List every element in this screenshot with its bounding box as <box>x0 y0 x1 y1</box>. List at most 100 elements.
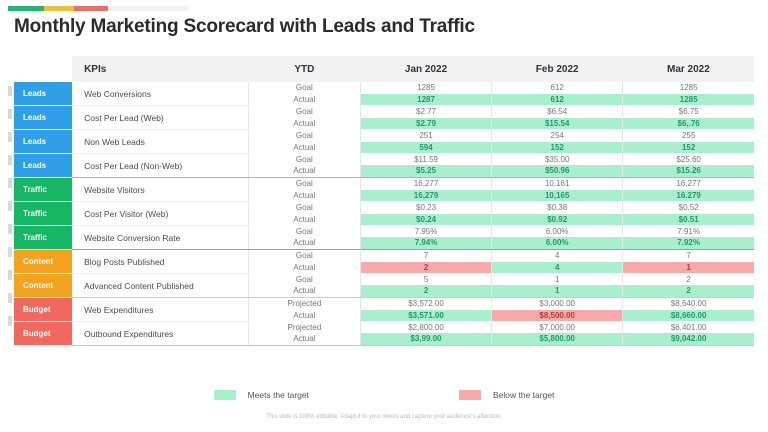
goal-value: 10,161 <box>544 179 570 189</box>
goal-value: 5 <box>423 274 429 284</box>
row-category-cell: Leads <box>14 82 73 106</box>
actual-value: 612 <box>492 93 623 106</box>
goal-value: $2.77 <box>416 107 437 116</box>
category-badge-leads[interactable]: Leads <box>14 154 73 177</box>
goal-value: 7 <box>423 251 429 261</box>
category-badge-leads[interactable]: Leads <box>14 82 73 105</box>
goal-label: Projected <box>287 322 322 332</box>
actual-label: Actual <box>293 190 316 200</box>
actual-value: $3,571.00 <box>360 309 492 322</box>
value-cell-mar: 7.91% 7.92% <box>622 225 754 250</box>
actual-value: $0.24 <box>360 213 492 225</box>
value-cell-feb: $7,000.00 $5,800.00 <box>491 321 624 346</box>
accent-segment-yellow <box>44 6 74 11</box>
actual-value: 4 <box>492 261 623 274</box>
column-header-mar: Mar 2022 <box>622 56 754 82</box>
actual-value: 2 <box>360 285 492 297</box>
legend-label: Below the target <box>492 390 555 400</box>
category-badge-leads[interactable]: Leads <box>14 130 73 153</box>
gutter-tick <box>8 201 12 211</box>
category-badge-budget[interactable]: Budget <box>14 322 73 345</box>
category-badge-traffic[interactable]: Traffic <box>14 178 73 201</box>
kpi-name-cell: Outbound Expenditures <box>72 321 249 346</box>
category-badge-budget[interactable]: Budget <box>14 298 73 321</box>
ytd-labels-cell: Goal Actual <box>248 82 361 106</box>
table-row: Traffic Website Conversion Rate Goal Actual… <box>14 225 754 250</box>
category-badge-content[interactable]: Content <box>14 274 73 297</box>
value-cell-feb: $35.00 $50.96 <box>491 153 624 178</box>
actual-value: $0.51 <box>623 213 754 225</box>
table-row: Leads Cost Per Lead (Web) Goal Actual $2.77 $… <box>14 105 754 130</box>
value-cell-mar: $8,640.00 $8,660.00 <box>622 297 754 322</box>
goal-value: $25.60 <box>676 154 701 164</box>
goal-label: Goal <box>295 251 313 261</box>
table-header: KPIs YTD Jan 2022 Feb 2022 Mar 2022 <box>14 56 754 82</box>
table-row: Budget Outbound Expenditures Projected Actu… <box>14 321 754 346</box>
actual-value: $8,500.00 <box>492 309 623 322</box>
kpi-name-cell: Cost Per Lead (Non-Web) <box>72 153 249 178</box>
goal-label: Goal <box>295 107 313 116</box>
ytd-labels-cell: Goal Actual <box>248 153 361 178</box>
actual-label: Actual <box>293 310 316 320</box>
category-badge-leads[interactable]: Leads <box>14 106 73 129</box>
category-badge-traffic[interactable]: Traffic <box>14 202 73 225</box>
actual-label: Actual <box>293 94 316 104</box>
actual-label: Actual <box>293 214 316 224</box>
table-row: Content Blog Posts Published Goal Actual 7 2 4… <box>14 249 754 274</box>
value-cell-feb: $0.38 $0.92 <box>491 201 624 226</box>
legend-swatch <box>458 390 481 400</box>
category-badge-content[interactable]: Content <box>14 250 73 273</box>
actual-value: 1287 <box>360 93 492 106</box>
value-cell-mar: 255 152 <box>622 129 754 154</box>
value-cell-mar: $6.75 $6,.76 <box>622 105 754 130</box>
actual-value: $0.92 <box>492 213 623 225</box>
actual-value: $8,660.00 <box>623 309 754 322</box>
goal-label: Goal <box>295 226 313 236</box>
row-category-cell: Traffic <box>14 177 73 202</box>
legend-swatch <box>213 390 236 400</box>
goal-label: Goal <box>295 274 313 284</box>
gutter-tick <box>8 247 12 257</box>
value-cell-jan: 251 594 <box>360 129 493 154</box>
ytd-labels-cell: Goal Actual <box>248 249 361 274</box>
ytd-labels-cell: Goal Actual <box>248 177 361 202</box>
value-cell-feb: $6.54 $15.54 <box>491 105 624 130</box>
goal-label: Goal <box>295 203 313 212</box>
category-badge-traffic[interactable]: Traffic <box>14 226 73 249</box>
goal-value: 1285 <box>417 83 435 93</box>
actual-value: $50.96 <box>492 165 623 177</box>
kpi-name-cell: Advanced Content Published <box>72 273 249 298</box>
row-gutter-marks <box>8 86 12 339</box>
value-cell-jan: 7.95% 7.94% <box>360 225 493 250</box>
row-category-cell: Leads <box>14 105 73 130</box>
gutter-tick <box>8 86 12 96</box>
table-row: Leads Web Conversions Goal Actual 1285 1287 61… <box>14 82 754 106</box>
accent-segment-green <box>8 6 44 11</box>
actual-value: $6,.76 <box>623 117 754 129</box>
scorecard-table-wrapper: KPIs YTD Jan 2022 Feb 2022 Mar 2022 Lead… <box>14 56 754 346</box>
goal-label: Projected <box>287 299 322 309</box>
value-cell-mar: $6,401.00 $9,042.00 <box>622 321 754 346</box>
goal-value: $7,000.00 <box>539 322 575 332</box>
kpi-name-cell: Website Visitors <box>72 177 249 202</box>
table-row: Traffic Website Visitors Goal Actual 16,277 1… <box>14 177 754 202</box>
goal-value: 16,277 <box>676 179 701 189</box>
goal-value: $3,572.00 <box>408 299 444 309</box>
kpi-name-cell: Cost Per Visitor (Web) <box>72 201 249 226</box>
goal-value: 7.95% <box>414 226 438 236</box>
value-cell-jan: 1285 1287 <box>360 82 493 106</box>
gutter-tick <box>8 224 12 234</box>
kpi-name-cell: Website Conversion Rate <box>72 225 249 250</box>
column-header-feb: Feb 2022 <box>491 56 623 82</box>
goal-value: 6.00% <box>545 226 569 236</box>
value-cell-jan: $2.77 $2.79 <box>360 105 493 130</box>
goal-label: Goal <box>295 154 313 164</box>
actual-value: 2 <box>360 261 492 274</box>
row-category-cell: Traffic <box>14 201 73 226</box>
goal-value: $8,640.00 <box>670 299 707 309</box>
gutter-tick <box>8 270 12 280</box>
goal-label: Goal <box>295 131 313 140</box>
kpi-name-cell: Web Conversions <box>72 82 249 106</box>
ytd-labels-cell: Goal Actual <box>248 129 361 154</box>
goal-value: $2,800.00 <box>408 322 444 332</box>
